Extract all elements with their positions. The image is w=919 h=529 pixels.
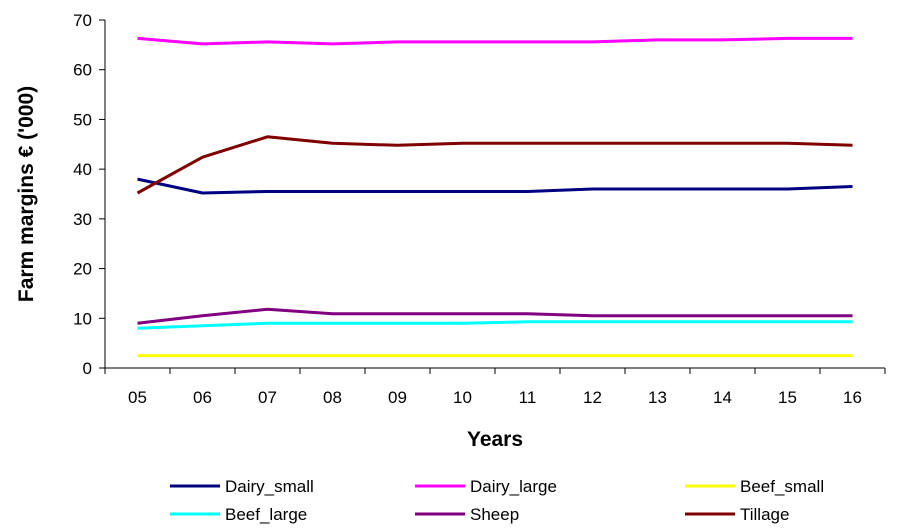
legend-label: Dairy_large — [470, 477, 557, 496]
x-tick-label: 05 — [128, 388, 147, 407]
legend: Dairy_small Dairy_large Beef_small Beef_lar… — [170, 477, 824, 524]
x-tick-label: 08 — [323, 388, 342, 407]
x-tick-label: 09 — [388, 388, 407, 407]
legend-label: Beef_large — [225, 505, 307, 524]
legend-label: Tillage — [740, 505, 789, 524]
y-tick-label: 70 — [73, 11, 92, 30]
x-tick-label: 11 — [519, 388, 537, 407]
x-axis-ticks: 05 06 07 08 09 10 11 12 13 14 15 16 — [104, 368, 886, 407]
series-line-tillage — [136, 135, 853, 195]
legend-label: Sheep — [470, 505, 519, 524]
x-tick-label: 06 — [193, 388, 212, 407]
x-tick-label: 12 — [583, 388, 602, 407]
y-tick-label: 20 — [73, 260, 92, 279]
x-axis-title: Years — [467, 428, 523, 451]
x-tick-label: 13 — [648, 388, 667, 407]
y-tick-label: 0 — [83, 359, 92, 378]
y-tick-label: 50 — [73, 110, 92, 129]
y-axis-title: Farm margins € ('000) — [15, 86, 38, 302]
series-line-dairy-large — [137, 36, 853, 46]
x-tick-label: 16 — [843, 388, 862, 407]
x-tick-label: 15 — [778, 388, 797, 407]
series-line-beef-large — [137, 320, 853, 330]
x-tick-label: 07 — [258, 388, 277, 407]
x-tick-label: 10 — [453, 388, 472, 407]
y-tick-label: 40 — [73, 160, 92, 179]
y-tick-label: 10 — [73, 309, 92, 328]
series-lines — [136, 36, 853, 358]
series-line-sheep — [137, 307, 853, 325]
y-axis-ticks: 0 10 20 30 40 50 60 70 — [73, 11, 105, 378]
y-tick-label: 60 — [73, 61, 92, 80]
y-tick-label: 30 — [73, 210, 92, 229]
legend-label: Beef_small — [740, 477, 824, 496]
legend-label: Dairy_small — [225, 477, 314, 496]
x-tick-label: 14 — [713, 388, 732, 407]
series-line-dairy-small — [137, 177, 853, 195]
